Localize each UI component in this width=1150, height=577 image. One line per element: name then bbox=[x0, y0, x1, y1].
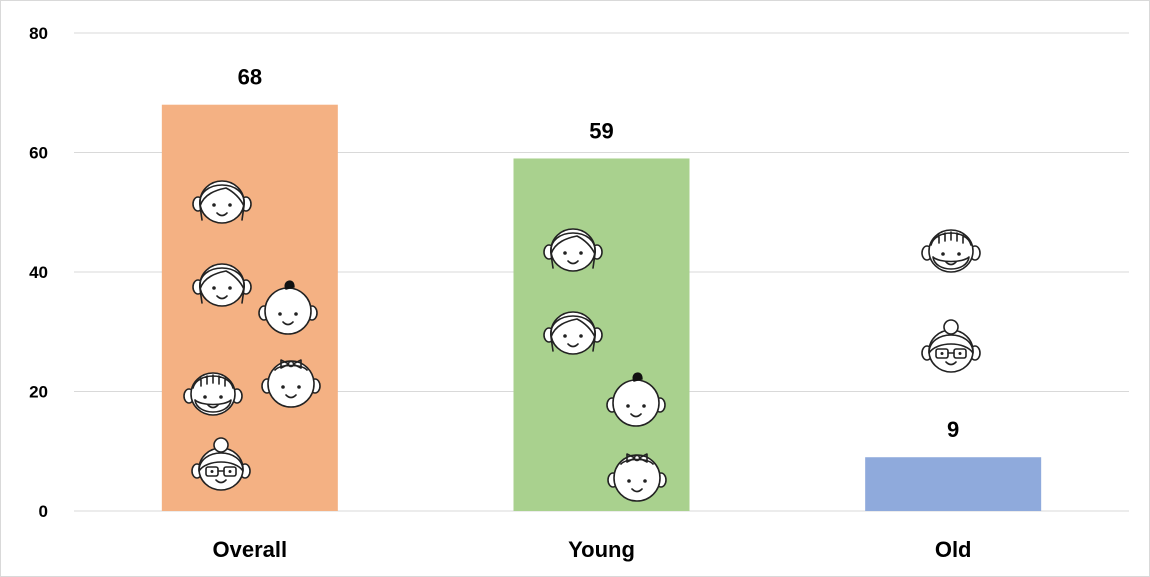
y-tick-label: 60 bbox=[29, 144, 48, 163]
x-tick-label-overall: Overall bbox=[213, 537, 288, 562]
y-tick-label: 20 bbox=[29, 383, 48, 402]
x-tick-label-old: Old bbox=[935, 537, 972, 562]
bar-old bbox=[865, 457, 1041, 511]
y-tick-label: 0 bbox=[39, 502, 48, 521]
old-man-face-icon bbox=[922, 230, 980, 272]
data-label-overall: 68 bbox=[238, 65, 262, 90]
data-label-young: 59 bbox=[589, 118, 613, 143]
x-tick-label-young: Young bbox=[568, 537, 635, 562]
y-tick-label: 80 bbox=[29, 24, 48, 43]
data-label-old: 9 bbox=[947, 417, 959, 442]
old-woman-face-icon bbox=[922, 320, 980, 372]
y-tick-label: 40 bbox=[29, 263, 48, 282]
